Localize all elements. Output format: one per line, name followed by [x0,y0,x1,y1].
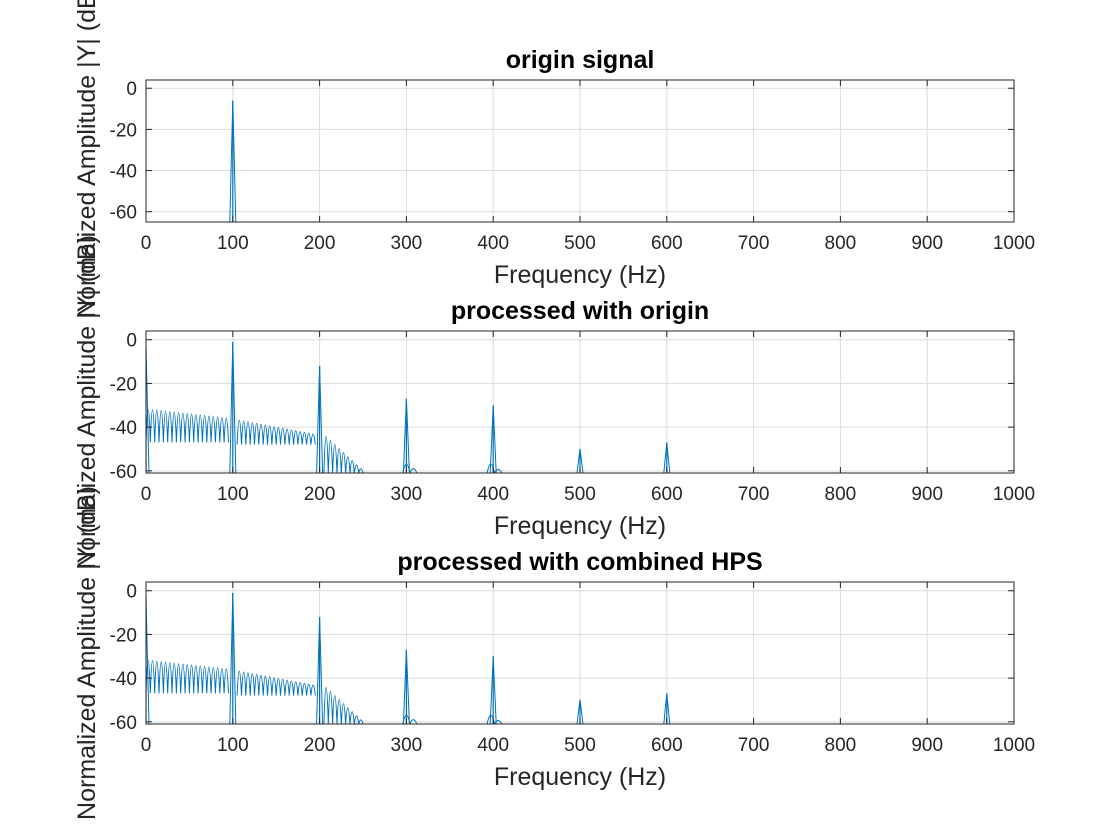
subplot-3: 0 100 200 300 400 500 600 700 800 900 10000-20-40-… [73,486,1035,820]
x-tick-label: 800 [825,735,857,756]
x-tick-label: 900 [911,233,943,254]
x-tick-label: 100 [217,735,249,756]
sidelobe-curve [146,659,229,694]
x-tick-label: 1000 [993,735,1035,756]
sidelobe-curve [236,419,316,445]
x-tick-label: 600 [651,233,683,254]
x-tick-label: 1000 [993,484,1035,505]
sidelobe-curve [146,408,229,443]
y-tick-label: 0 [126,331,137,352]
y-axis-label: Normalized Amplitude |Y| (dB) [73,486,101,820]
sidelobe-curve [486,714,503,724]
peak-skirt [663,693,671,724]
x-tick-label: 500 [564,735,596,756]
y-tick-label: 0 [126,582,137,603]
x-tick-label: 900 [911,484,943,505]
x-tick-label: 700 [738,735,770,756]
y-tick-label: -40 [110,162,137,183]
x-tick-label: 400 [477,233,509,254]
y-tick-label: -40 [110,669,137,690]
x-tick-label: 200 [304,484,336,505]
plot-title: processed with combined HPS [397,548,762,576]
x-tick-label: 400 [477,735,509,756]
peak-skirt [146,346,150,473]
x-tick-label: 600 [651,484,683,505]
y-tick-label: -20 [110,374,137,395]
x-tick-label: 500 [564,484,596,505]
x-tick-label: 700 [738,233,770,254]
peak-skirt [402,398,410,473]
y-axis-label: Normalized Amplitude |Y| (dB) [73,235,101,569]
y-tick-label: -20 [110,120,137,141]
sidelobe-curve [236,670,316,696]
x-tick-label: 800 [825,484,857,505]
x-tick-label: 900 [911,735,943,756]
peak-skirt [576,699,584,724]
x-axis-label: Frequency (Hz) [494,261,666,289]
sidelobe-curve [486,463,503,473]
x-tick-label: 700 [738,484,770,505]
x-axis-label: Frequency (Hz) [494,763,666,791]
y-axis-label: Normalized Amplitude |Y| (dB) [73,0,101,318]
series-line [229,100,237,222]
peak-skirt [663,442,671,473]
x-tick-label: 200 [304,735,336,756]
plot-title: processed with origin [451,297,709,325]
x-tick-label: 300 [391,735,423,756]
y-tick-label: -60 [110,203,137,224]
x-axis-label: Frequency (Hz) [494,512,666,540]
y-tick-label: -60 [110,713,137,734]
peak-skirt [229,592,237,724]
y-tick-label: -60 [110,462,137,483]
peak-skirt [146,597,150,724]
peak-skirt [576,448,584,473]
peak-skirt [229,341,237,473]
x-tick-label: 300 [391,484,423,505]
x-tick-label: 0 [141,735,152,756]
x-tick-label: 100 [217,233,249,254]
subplot-1: 0 100 200 300 400 500 600 700 800 900 1000 0 -20 -40 -… [73,0,1035,318]
x-tick-label: 100 [217,484,249,505]
y-tick-label: -20 [110,625,137,646]
x-tick-label: 500 [564,233,596,254]
x-tick-label: 400 [477,484,509,505]
subplot-2: 0 100 200 300 400 500 600 700 800 900 10000-20-40-… [73,235,1035,569]
peak-skirt [402,649,410,724]
sidelobe-curve [323,686,368,724]
x-tick-label: 800 [825,233,857,254]
x-tick-label: 200 [304,233,336,254]
y-tick-label: 0 [126,79,137,100]
series-line [146,592,671,724]
y-tick-label: -40 [110,418,137,439]
x-tick-label: 300 [391,233,423,254]
x-tick-label: 0 [141,484,152,505]
x-tick-label: 600 [651,735,683,756]
sidelobe-curve [323,435,368,473]
x-tick-label: 0 [141,233,152,254]
series-line [146,341,671,473]
x-tick-label: 1000 [993,233,1035,254]
plot-title: origin signal [506,46,655,74]
